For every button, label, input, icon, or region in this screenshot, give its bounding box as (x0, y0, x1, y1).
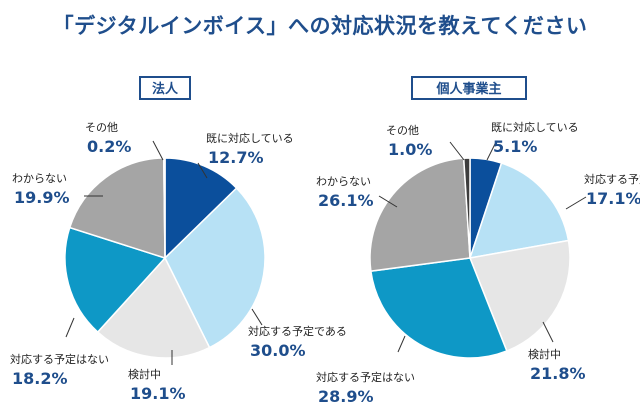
pie-title-sole-proprietor: 個人事業主 (411, 76, 527, 100)
pie-1-value-label-0: 5.1% (493, 137, 537, 156)
pie-1-leader-line-4 (378, 195, 398, 208)
pie-1-category-label-3: 対応する予定はない (316, 370, 415, 384)
pie-1-category-label-1: 対応する予定である (584, 172, 640, 186)
pie-0-leader-line-3 (65, 317, 75, 338)
pie-0-category-label-2: 検討中 (128, 367, 161, 381)
pie-0-value-label-3: 18.2% (12, 369, 68, 388)
pie-1-slice-2 (468, 239, 571, 352)
pie-0-value-label-1: 30.0% (250, 341, 306, 360)
pie-1-value-label-3: 28.9% (318, 387, 374, 406)
pie-0-leader-line-0 (197, 162, 208, 179)
pie-0-value-label-2: 19.1% (130, 384, 186, 403)
pie-0-slice-0 (164, 157, 238, 260)
pie-0-value-label-0: 12.7% (208, 148, 264, 167)
pie-1-category-label-0: 既に対応している (491, 120, 579, 134)
pie-0-category-label-0: 既に対応している (206, 131, 294, 145)
pie-1-value-label-2: 21.8% (530, 364, 586, 383)
pie-1-slice-4 (369, 157, 471, 273)
pie-1-leader-line-1 (565, 196, 587, 210)
pie-1-category-label-2: 検討中 (528, 347, 561, 361)
pie-1-leader-line-5 (449, 141, 465, 161)
pie-0-leader-line-5 (152, 140, 164, 161)
pie-1-value-label-4: 26.1% (318, 191, 374, 210)
pie-1-value-label-5: 1.0% (388, 140, 432, 159)
pie-1-slice-5 (462, 157, 471, 259)
pie-1-slice-1 (468, 162, 570, 259)
pie-0-slice-5 (162, 157, 166, 259)
pie-0-category-label-1: 対応する予定である (248, 324, 347, 338)
pie-0-slice-4 (68, 157, 166, 260)
pie-1-value-label-1: 17.1% (586, 189, 640, 208)
pie-1-leader-line-0 (486, 141, 497, 161)
pie-0-slice-2 (96, 256, 211, 359)
pie-1-category-label-4: わからない (316, 175, 371, 188)
pie-0-slice-3 (64, 226, 167, 334)
pie-0-value-label-5: 0.2% (87, 137, 131, 156)
pie-0-category-label-5: その他 (85, 121, 118, 134)
pie-1-leader-line-2 (542, 321, 554, 343)
pie-title-corporate: 法人 (139, 76, 191, 100)
chart-main-title: 「デジタルインボイス」への対応状況を教えてください (52, 14, 588, 38)
pie-0-leader-line-1 (251, 308, 263, 326)
pie-0-category-label-3: 対応する予定はない (10, 352, 109, 366)
pie-1-slice-3 (370, 257, 508, 359)
pie-0-value-label-4: 19.9% (14, 188, 70, 207)
pie-1-category-label-5: その他 (386, 124, 419, 137)
pie-1-leader-line-3 (397, 335, 406, 353)
pie-0-category-label-4: わからない (12, 172, 67, 185)
